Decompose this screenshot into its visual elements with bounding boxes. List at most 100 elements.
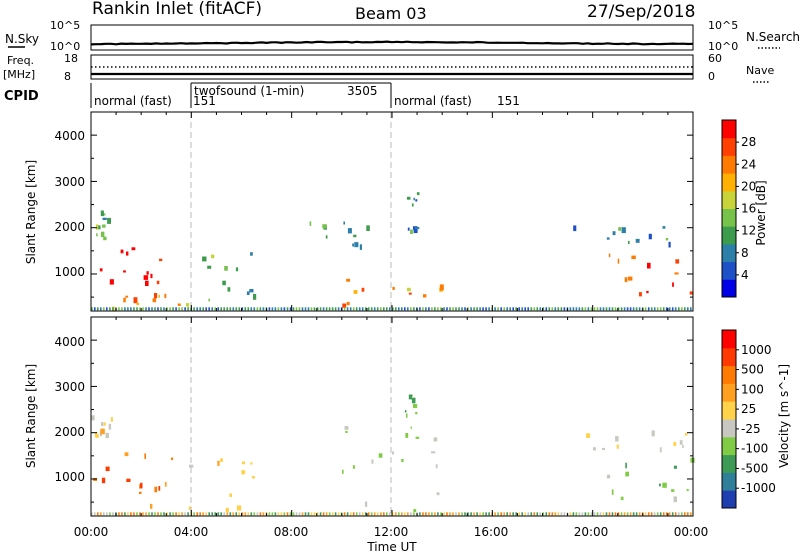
baseline-cell [232, 307, 235, 311]
power-cell [207, 265, 212, 269]
baseline-cell [551, 512, 554, 516]
power-cell [411, 203, 414, 207]
power-cell [145, 280, 149, 286]
baseline-cell [301, 307, 304, 311]
baseline-cell [389, 307, 391, 311]
baseline-cell [97, 307, 99, 311]
baseline-cell [497, 512, 499, 516]
velocity-cell [108, 423, 112, 430]
baseline-cell [476, 512, 478, 516]
baseline-cell [316, 307, 319, 311]
baseline-cell [668, 307, 671, 311]
velocity-cell [139, 491, 142, 494]
velocity-cell [616, 444, 619, 449]
baseline-cell [542, 512, 545, 516]
baseline-cell [533, 307, 536, 311]
power-cell [120, 249, 124, 254]
baseline-cell [479, 512, 481, 516]
velocity-cell [679, 440, 683, 445]
power-cell [102, 217, 107, 220]
baseline-cell [304, 307, 307, 311]
baseline-cell [608, 512, 611, 516]
baseline-cell [590, 307, 593, 311]
baseline-cell [367, 307, 370, 311]
colorbar-swatch [722, 261, 736, 280]
power-cell [96, 225, 101, 230]
baseline-cell [647, 512, 650, 516]
baseline-cell [292, 307, 295, 311]
velocity-cell [101, 422, 104, 427]
baseline-cell [112, 307, 114, 311]
baseline-cell [349, 307, 352, 311]
baseline-cell [593, 307, 596, 311]
baseline-cell [235, 307, 238, 311]
x-tick-marks [90, 112, 694, 516]
power-cell [647, 262, 651, 269]
power-cell [158, 294, 160, 298]
power-cell [674, 272, 679, 275]
baseline-cell [271, 307, 274, 311]
velocity-cell [662, 482, 667, 488]
baseline-cell [623, 307, 626, 311]
baseline-cell [343, 512, 346, 516]
x-tick-0000: 00:00 [74, 525, 109, 539]
velocity-cell [342, 469, 344, 474]
baseline-cell [214, 307, 216, 311]
velocity-ylabel: Slant Range [km] [24, 364, 38, 468]
colorbar-tick-label: 4 [741, 268, 749, 282]
baseline-cell [343, 307, 346, 311]
colorbar-swatch [722, 401, 736, 420]
velocity-cell [371, 459, 374, 464]
baseline-cell [470, 512, 472, 516]
power-cell [361, 287, 365, 292]
baseline-cell [295, 512, 298, 516]
power-cell [156, 280, 160, 285]
baseline-cell [656, 512, 659, 516]
baseline-cell [419, 307, 421, 311]
velocity-cell [602, 447, 605, 451]
power-cell [415, 227, 420, 230]
velocity-cell [682, 444, 684, 449]
baseline-cell [398, 512, 400, 516]
power-cell [689, 291, 694, 295]
baseline-cell [244, 512, 247, 516]
velocity-cell [250, 462, 253, 465]
baseline-cell [352, 307, 355, 311]
cpid-seg1-id: 151 [193, 94, 216, 108]
velocity-cell [392, 451, 394, 455]
baseline-cell [337, 512, 340, 516]
velocity-panel-frame [90, 316, 694, 517]
power-cell [343, 221, 345, 225]
baseline-cell [687, 512, 689, 516]
baseline-cell [494, 307, 496, 311]
baseline-cell [259, 512, 262, 516]
baseline-cell [322, 307, 325, 311]
baseline-cell [358, 307, 361, 311]
baseline-cell [626, 512, 629, 516]
baseline-cell [578, 307, 581, 311]
power-ytick-4000: 4000 [54, 129, 85, 143]
baseline-cell [596, 307, 599, 311]
noise-sky-label: N.Sky [5, 32, 39, 46]
baseline-cell [608, 307, 611, 311]
baseline-cell [217, 307, 219, 311]
noise-sky-series [90, 40, 694, 46]
colorbar-tick-label: 25 [741, 402, 756, 416]
velocity-cell [364, 501, 368, 507]
velocity-cell [95, 434, 99, 438]
baseline-cell [413, 307, 415, 311]
freq-tick-bottom: 8 [64, 70, 71, 83]
baseline-cell [376, 512, 379, 516]
baseline-cell [172, 512, 174, 516]
baseline-cell [238, 307, 241, 311]
baseline-cell [413, 512, 415, 516]
velocity-cell [659, 483, 661, 487]
colorbar-swatch [722, 490, 736, 509]
velocity-cell [225, 507, 229, 513]
baseline-cell [464, 307, 466, 311]
baseline-cell [653, 307, 656, 311]
baseline-cell [527, 307, 529, 311]
colorbar-tick-label: 16 [741, 202, 756, 216]
baseline-cell [395, 307, 397, 311]
baseline-cell [681, 512, 683, 516]
